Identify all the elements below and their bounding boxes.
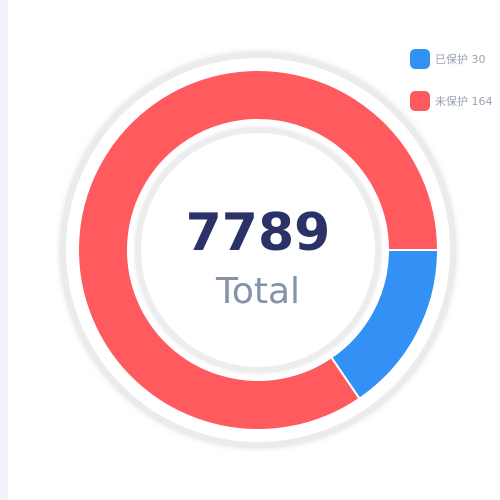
center-label: Total [215,271,300,312]
legend-swatch-protected [410,49,430,69]
inner-ring-background [135,127,381,373]
legend-label-unprotected: 未保护 164 [435,95,493,108]
legend-label-protected: 已保护 30 [435,53,486,66]
legend: 已保护 30 未保护 164 [410,48,500,132]
center-value: 7789 [186,203,331,263]
left-strip [0,0,8,500]
legend-item-protected[interactable]: 已保护 30 [410,48,500,70]
donut-slices [77,69,440,431]
legend-item-unprotected[interactable]: 未保护 164 [410,90,500,112]
legend-swatch-unprotected [410,91,430,111]
donut-slice-1[interactable] [77,69,440,431]
